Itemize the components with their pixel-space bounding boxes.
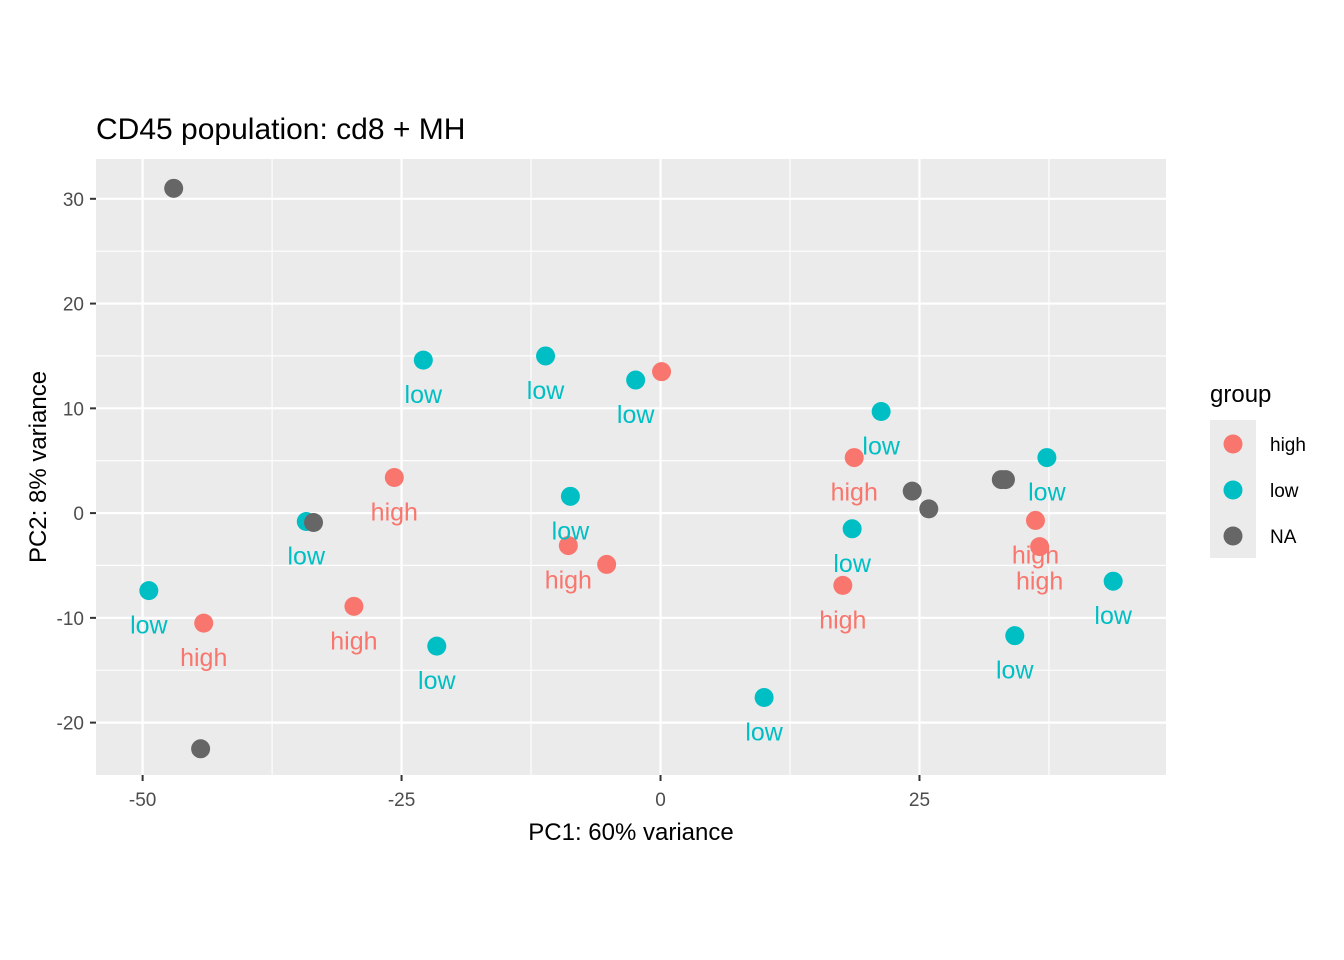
- x-tick-label: 25: [909, 790, 930, 811]
- y-tick-label: 30: [63, 190, 84, 211]
- x-axis-title: PC1: 60% variance: [528, 819, 733, 846]
- legend-label: low: [1270, 481, 1299, 502]
- point-label: low: [617, 401, 655, 429]
- data-point-low: [1037, 448, 1057, 468]
- legend-title: group: [1210, 381, 1271, 408]
- data-point-low: [626, 370, 646, 390]
- point-label: low: [552, 517, 590, 545]
- data-point-low: [871, 401, 891, 421]
- data-point-low: [427, 636, 447, 656]
- point-label: low: [833, 550, 871, 578]
- data-point-na: [164, 178, 184, 198]
- legend-key-low: [1223, 480, 1243, 500]
- data-points: [139, 178, 1123, 759]
- y-tick-label: 20: [63, 295, 84, 316]
- x-tick-label: -50: [129, 790, 156, 811]
- data-point-high: [844, 448, 864, 468]
- data-point-low: [754, 687, 774, 707]
- data-point-low: [1005, 626, 1025, 646]
- axes: -50 -25 0 25 -20 -10 0 10 20 30: [57, 190, 931, 811]
- point-label: high: [831, 479, 878, 507]
- point-label: high: [1012, 541, 1059, 569]
- point-label: low: [405, 381, 443, 409]
- legend-label: NA: [1270, 527, 1297, 548]
- point-label: low: [996, 657, 1034, 685]
- grid: [96, 159, 1166, 775]
- legend-key-high: [1223, 434, 1243, 454]
- data-point-high: [833, 575, 853, 595]
- point-label: low: [527, 377, 565, 405]
- data-point-na: [191, 739, 211, 759]
- data-point-na: [995, 470, 1015, 490]
- data-point-na: [919, 499, 939, 519]
- data-point-high: [558, 536, 578, 556]
- point-label: low: [1094, 602, 1132, 630]
- data-point-low: [139, 581, 159, 601]
- y-tick-label: -10: [57, 609, 84, 630]
- data-point-low: [1103, 571, 1123, 591]
- point-label: high: [819, 606, 866, 634]
- legend: group high low NA: [1210, 381, 1306, 558]
- y-tick-label: 10: [63, 399, 84, 420]
- plot-panel: [96, 159, 1166, 775]
- point-label: high: [1016, 568, 1063, 596]
- y-tick-label: 0: [73, 504, 84, 525]
- data-point-low: [536, 346, 556, 366]
- point-label: low: [862, 432, 900, 460]
- point-label: high: [330, 627, 377, 655]
- point-label: high: [371, 498, 418, 526]
- data-point-low: [842, 519, 862, 539]
- point-label: low: [130, 612, 168, 640]
- point-label: low: [418, 667, 456, 695]
- data-point-high: [1030, 537, 1050, 557]
- data-point-high: [344, 596, 364, 616]
- y-tick-label: -20: [57, 714, 84, 735]
- point-label: high: [180, 644, 227, 672]
- y-axis-title: PC2: 8% variance: [25, 371, 52, 563]
- data-point-high: [194, 613, 214, 633]
- point-label: high: [545, 567, 592, 595]
- data-point-low: [413, 350, 433, 370]
- data-point-low: [560, 486, 580, 506]
- data-point-na: [304, 513, 324, 533]
- data-point-high: [384, 467, 404, 487]
- legend-key-na: [1223, 526, 1243, 546]
- chart-title: CD45 population: cd8 + MH: [96, 113, 465, 146]
- data-point-high: [1025, 510, 1045, 530]
- point-label: low: [288, 542, 326, 570]
- data-point-na: [902, 481, 922, 501]
- point-label: low: [745, 718, 783, 746]
- data-point-high: [597, 554, 617, 574]
- x-tick-label: -25: [388, 790, 415, 811]
- x-tick-label: 0: [655, 790, 666, 811]
- point-label: low: [1028, 479, 1066, 507]
- data-point-high: [652, 362, 672, 382]
- legend-label: high: [1270, 435, 1306, 456]
